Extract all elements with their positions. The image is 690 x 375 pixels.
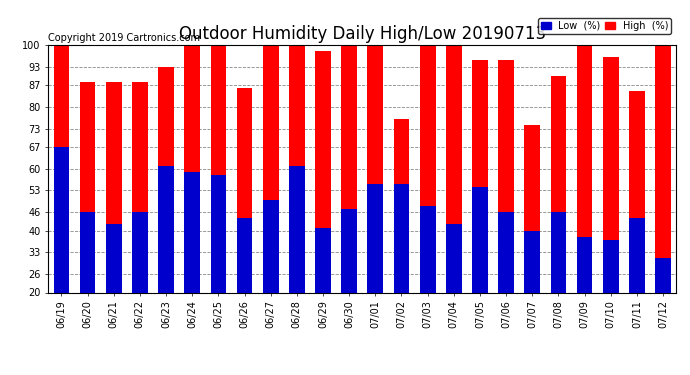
- Bar: [289, 166, 305, 292]
- Bar: [368, 45, 383, 292]
- Bar: [498, 60, 514, 292]
- Bar: [210, 175, 226, 292]
- Bar: [237, 88, 253, 292]
- Text: Copyright 2019 Cartronics.com: Copyright 2019 Cartronics.com: [48, 33, 200, 42]
- Bar: [289, 45, 305, 292]
- Bar: [132, 212, 148, 292]
- Bar: [184, 45, 200, 292]
- Title: Outdoor Humidity Daily High/Low 20190713: Outdoor Humidity Daily High/Low 20190713: [179, 26, 546, 44]
- Bar: [54, 147, 69, 292]
- Bar: [393, 184, 409, 292]
- Bar: [184, 172, 200, 292]
- Bar: [210, 45, 226, 292]
- Bar: [498, 212, 514, 292]
- Bar: [315, 228, 331, 292]
- Bar: [237, 218, 253, 292]
- Bar: [524, 125, 540, 292]
- Bar: [420, 206, 435, 292]
- Bar: [551, 76, 566, 292]
- Bar: [629, 92, 644, 292]
- Bar: [446, 224, 462, 292]
- Bar: [54, 45, 69, 292]
- Bar: [656, 258, 671, 292]
- Bar: [106, 82, 121, 292]
- Bar: [79, 82, 95, 292]
- Bar: [603, 240, 619, 292]
- Bar: [393, 119, 409, 292]
- Bar: [263, 45, 279, 292]
- Bar: [263, 200, 279, 292]
- Bar: [577, 237, 593, 292]
- Bar: [551, 212, 566, 292]
- Bar: [106, 224, 121, 292]
- Bar: [472, 60, 488, 292]
- Bar: [342, 45, 357, 292]
- Bar: [603, 57, 619, 292]
- Bar: [577, 45, 593, 292]
- Bar: [79, 212, 95, 292]
- Bar: [472, 188, 488, 292]
- Bar: [132, 82, 148, 292]
- Bar: [524, 231, 540, 292]
- Bar: [158, 67, 174, 292]
- Legend: Low  (%), High  (%): Low (%), High (%): [538, 18, 671, 33]
- Bar: [656, 45, 671, 292]
- Bar: [158, 166, 174, 292]
- Bar: [315, 51, 331, 292]
- Bar: [629, 218, 644, 292]
- Bar: [342, 209, 357, 292]
- Bar: [420, 45, 435, 292]
- Bar: [446, 45, 462, 292]
- Bar: [368, 184, 383, 292]
